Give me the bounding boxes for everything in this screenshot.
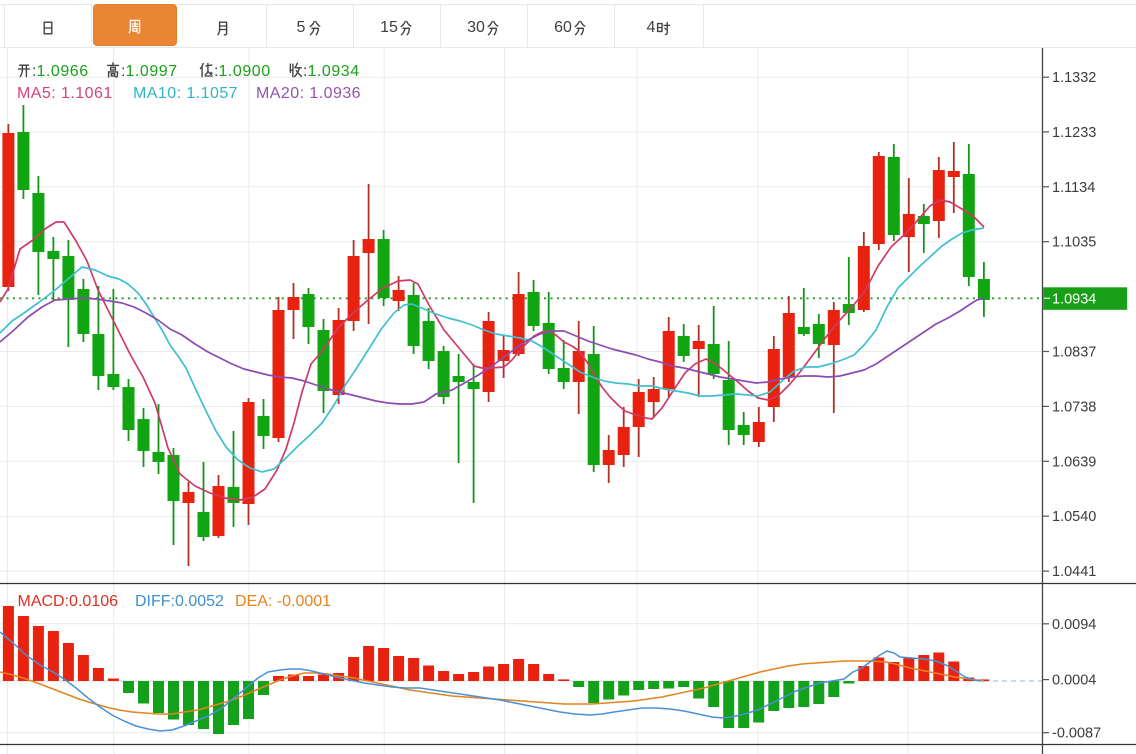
svg-text:1.0441: 1.0441 <box>1052 564 1096 580</box>
svg-text:1.0540: 1.0540 <box>1052 509 1096 525</box>
svg-text:0.0094: 0.0094 <box>1052 617 1096 633</box>
svg-text:1.0934: 1.0934 <box>1052 291 1096 307</box>
svg-text:-0.0087: -0.0087 <box>1052 726 1101 742</box>
svg-text:1.0738: 1.0738 <box>1052 399 1096 415</box>
svg-text:1.1233: 1.1233 <box>1052 125 1096 141</box>
svg-text:1.0837: 1.0837 <box>1052 345 1096 361</box>
svg-text:0.0004: 0.0004 <box>1052 673 1096 689</box>
svg-text:1.1035: 1.1035 <box>1052 235 1096 251</box>
svg-text:1.1332: 1.1332 <box>1052 70 1096 86</box>
svg-text:1.1134: 1.1134 <box>1052 180 1095 196</box>
svg-text:1.0639: 1.0639 <box>1052 454 1096 470</box>
